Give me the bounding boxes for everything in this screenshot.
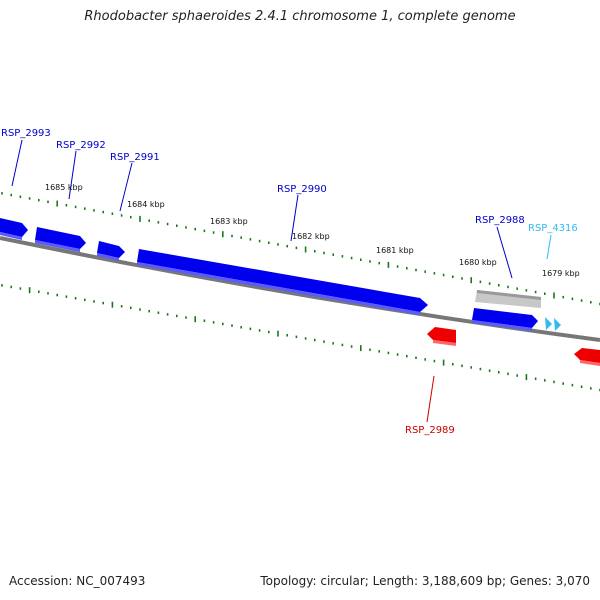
kbp-label: 1682 kbp [292, 232, 330, 241]
kbp-label: 1683 kbp [210, 217, 248, 226]
gene-rsp-2993-arrow[interactable] [0, 218, 28, 240]
upper-tick-track [1, 192, 600, 306]
leader-rsp-2990 [290, 194, 299, 242]
label-leaders [11, 139, 552, 423]
kbp-label: 1681 kbp [376, 246, 414, 255]
leader-rsp-2992 [68, 150, 77, 200]
reverse-strand-genes [427, 327, 600, 366]
genome-summary-text: Topology: circular; Length: 3,188,609 bp… [260, 574, 590, 588]
leader-rsp-2988 [496, 226, 513, 279]
gene-rsp-2991-arrow[interactable] [97, 241, 125, 261]
gene-rsp-2990-arrow[interactable] [137, 249, 428, 315]
leader-rsp-2993 [11, 139, 23, 187]
gene-rsp-2989-arrow[interactable] [427, 327, 456, 346]
kbp-label: 1684 kbp [127, 200, 165, 209]
grey-feature-bar[interactable] [475, 290, 541, 308]
gene-rsp-2988-arrow[interactable] [472, 308, 538, 331]
gene-label-rsp-2988[interactable]: RSP_2988 [475, 215, 525, 226]
gene-label-rsp-2991[interactable]: RSP_2991 [110, 152, 160, 163]
accession-text: Accession: NC_007493 [9, 574, 146, 588]
gene-label-rsp-2989[interactable]: RSP_2989 [405, 425, 455, 436]
lower-tick-track [1, 284, 600, 392]
gene-labels: RSP_2993 RSP_2992 RSP_2991 RSP_2990 RSP_… [1, 128, 578, 436]
kbp-label: 1680 kbp [459, 258, 497, 267]
gene-label-rsp-2993[interactable]: RSP_2993 [1, 128, 51, 139]
kbp-label: 1685 kbp [45, 183, 83, 192]
map-title: Rhodobacter sphaeroides 2.4.1 chromosome… [84, 9, 516, 24]
kbp-label: 1679 kbp [542, 269, 580, 278]
gene-label-rsp-2990[interactable]: RSP_2990 [277, 184, 327, 195]
gene-rsp-2992-arrow[interactable] [35, 227, 86, 252]
leader-rsp-2991 [119, 162, 133, 212]
gene-label-rsp-2992[interactable]: RSP_2992 [56, 140, 106, 151]
leader-rsp-2989 [426, 375, 435, 423]
gene-reverse-partial-arrow[interactable] [574, 348, 600, 366]
forward-strand-genes [0, 218, 561, 331]
kbp-scale-labels: 1685 kbp 1684 kbp 1683 kbp 1682 kbp 1681… [45, 183, 580, 278]
gene-rsp-4316-arrow[interactable] [545, 317, 561, 331]
leader-rsp-4316 [546, 234, 552, 260]
gene-label-rsp-4316[interactable]: RSP_4316 [528, 223, 578, 234]
